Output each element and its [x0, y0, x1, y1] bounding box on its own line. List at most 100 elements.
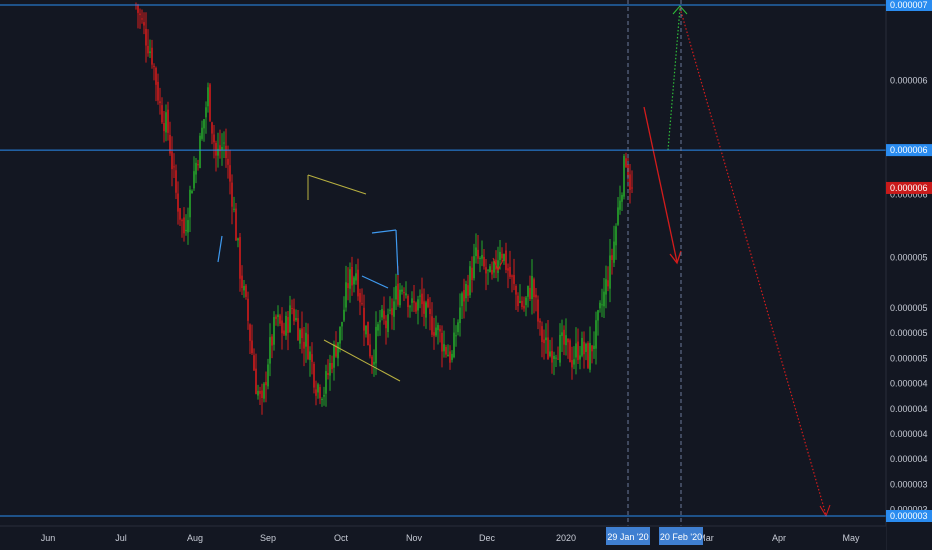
candle-body — [581, 338, 583, 356]
current-price-badge[interactable]: 0.000006 — [886, 181, 932, 194]
candle-body — [543, 339, 545, 344]
candle-body — [143, 22, 145, 26]
candle-body — [219, 145, 221, 152]
candle-body — [539, 320, 541, 323]
wedge-edge — [395, 229, 399, 276]
candle-body — [303, 341, 305, 349]
candle-body — [163, 123, 165, 132]
candle-body — [137, 5, 139, 13]
candle-body — [231, 182, 233, 207]
candle — [339, 326, 341, 353]
candle-body — [385, 320, 387, 329]
candle-body — [241, 275, 243, 288]
candle-body — [535, 294, 537, 298]
candle — [229, 149, 231, 195]
price-level-badge[interactable]: 0.000007 — [886, 0, 932, 11]
candle — [307, 323, 309, 361]
time-tick-label: 2020 — [556, 533, 576, 543]
date-marker-lines — [627, 0, 682, 526]
candle-body — [211, 122, 213, 134]
candle-body — [291, 307, 293, 309]
candle — [241, 265, 243, 295]
candle — [571, 346, 573, 380]
candle-body — [417, 299, 419, 311]
candle-body — [265, 381, 267, 386]
candle — [161, 97, 163, 124]
candle — [539, 318, 541, 336]
candle-body — [413, 301, 415, 303]
time-axis[interactable]: Jun Jul Aug Sep Oct Nov Dec 2020 Mar Apr May 29 Jan… — [0, 525, 886, 550]
candle-body — [427, 298, 429, 308]
candle — [265, 371, 267, 403]
price-level-badge[interactable]: 0.000003 — [886, 510, 932, 522]
candle-body — [295, 318, 297, 321]
candle — [329, 354, 331, 391]
candle — [235, 203, 237, 241]
candle — [237, 237, 239, 248]
candle-body — [451, 353, 453, 360]
candle — [205, 101, 207, 134]
candle-body — [193, 171, 195, 189]
candle-body — [519, 301, 521, 303]
candle-body — [345, 282, 347, 308]
candle — [617, 196, 619, 226]
candle — [277, 305, 279, 327]
candle — [393, 287, 395, 331]
candle-body — [397, 283, 399, 305]
candle-body — [571, 360, 573, 368]
time-tick-label: Jul — [115, 533, 127, 543]
candle — [323, 386, 325, 406]
candle-body — [177, 193, 179, 212]
candle-body — [529, 287, 531, 299]
candle — [245, 284, 247, 300]
price-axis[interactable]: 0.0000070.0000060.0000060.0000060.000005… — [885, 0, 932, 550]
date-marker-badge[interactable]: 20 Feb '20 — [659, 527, 703, 545]
candle — [553, 351, 555, 376]
candle — [337, 342, 339, 367]
candle — [489, 264, 491, 273]
price-level-badge[interactable]: 0.000006 — [886, 144, 932, 157]
candle — [529, 275, 531, 302]
candle — [487, 269, 489, 285]
candle-body — [415, 302, 417, 312]
horizontal-levels[interactable] — [0, 4, 886, 517]
candle — [601, 288, 603, 318]
candle-body — [267, 364, 269, 387]
candle — [437, 322, 439, 345]
candle-body — [153, 65, 155, 67]
candle-body — [583, 341, 585, 355]
candle-body — [257, 390, 259, 396]
candle — [283, 322, 285, 336]
candle-body — [507, 268, 509, 271]
candle — [491, 261, 493, 280]
candle-body — [169, 134, 171, 154]
candle — [483, 249, 485, 270]
candle-body — [353, 277, 355, 285]
candle-body — [197, 163, 199, 166]
candle-body — [343, 309, 345, 321]
candle — [545, 323, 547, 354]
candle-body — [363, 307, 365, 331]
candle-body — [249, 324, 251, 341]
candle-body — [631, 187, 633, 189]
candle — [403, 287, 405, 301]
candle-body — [463, 290, 465, 302]
candle — [281, 307, 283, 350]
candle — [531, 259, 533, 315]
candle-body — [293, 308, 295, 322]
candle — [275, 314, 277, 326]
candle-body — [405, 293, 407, 296]
candle-body — [223, 142, 225, 144]
candle — [375, 311, 377, 376]
date-marker-badge[interactable]: 29 Jan '20 — [606, 527, 650, 545]
candle-body — [423, 301, 425, 314]
candle — [259, 386, 261, 405]
candle — [355, 264, 357, 285]
candle — [195, 157, 197, 184]
candle-body — [593, 345, 595, 350]
candle — [521, 296, 523, 310]
candle — [591, 345, 593, 364]
candle — [279, 313, 281, 327]
candle-body — [591, 345, 593, 352]
